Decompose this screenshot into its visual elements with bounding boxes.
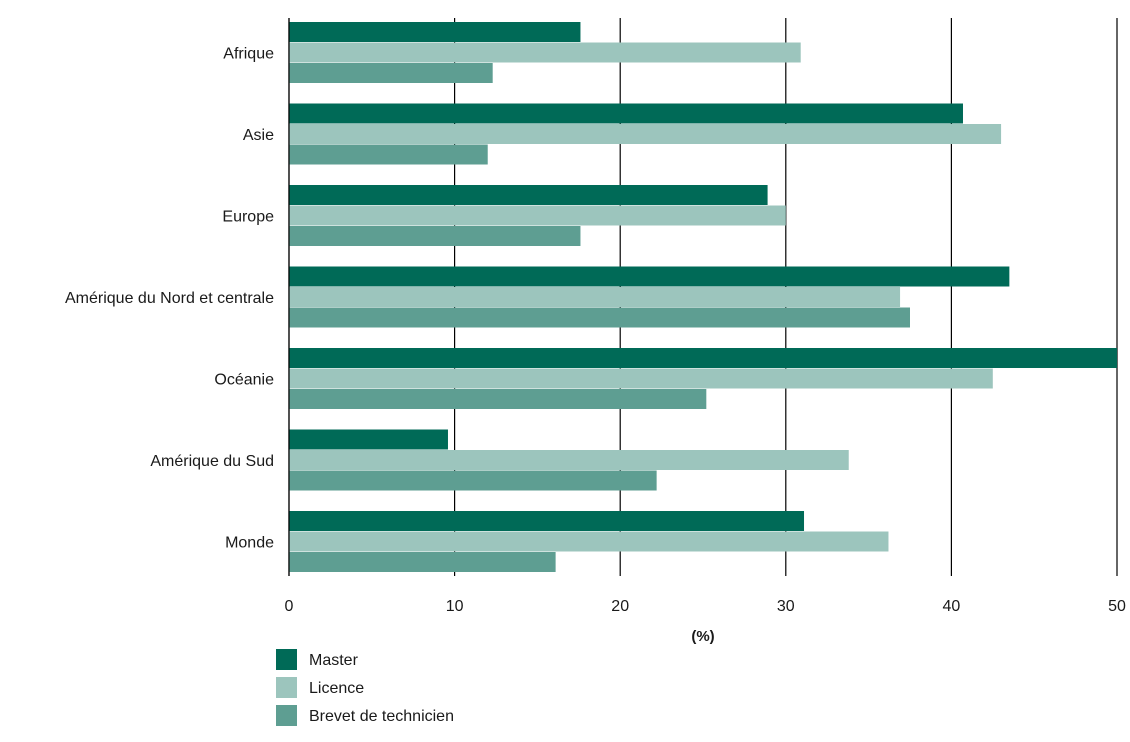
x-tick-label-40: 40 [943, 598, 961, 615]
category-labels: Afrique Asie Europe Amérique du Nord et cen… [65, 45, 274, 551]
x-tick-label-0: 0 [285, 598, 294, 615]
legend: Master Licence Brevet de technicien [276, 649, 454, 726]
bar-master-monde [289, 511, 805, 531]
bars [289, 22, 1117, 572]
category-label-monde: Monde [225, 534, 274, 551]
bar-brevet-de-technicien-amerique-du-nord-et-centrale [289, 307, 910, 328]
category-label-europe: Europe [222, 208, 274, 225]
bar-master-asie [289, 103, 963, 124]
bar-licence-afrique [289, 42, 801, 63]
x-tick-label-50: 50 [1108, 598, 1126, 615]
bar-brevet-de-technicien-oceanie [289, 389, 707, 409]
bar-master-amerique-du-nord-et-centrale [289, 266, 1010, 287]
bar-licence-amerique-du-sud [289, 450, 849, 470]
bar-brevet-de-technicien-amerique-du-sud [289, 470, 657, 491]
legend-swatch-master [276, 649, 297, 670]
category-label-oceanie: Océanie [214, 371, 274, 388]
bar-licence-amerique-du-nord-et-centrale [289, 287, 901, 307]
bar-licence-oceanie [289, 368, 993, 389]
category-label-afrique: Afrique [223, 45, 274, 62]
bar-brevet-de-technicien-monde [289, 552, 556, 572]
category-label-amerique-du-sud: Amérique du Sud [150, 453, 274, 470]
legend-swatch-brevet-de-technicien [276, 705, 297, 726]
bar-master-amerique-du-sud [289, 429, 448, 450]
x-tick-label-10: 10 [446, 598, 464, 615]
x-tick-label-20: 20 [611, 598, 629, 615]
bar-master-afrique [289, 22, 581, 42]
tick-labels: 0 10 20 30 40 50 [285, 598, 1126, 615]
x-axis-title: (%) [691, 628, 714, 645]
bar-master-europe [289, 185, 768, 205]
category-label-amerique-du-nord-et-centrale: Amérique du Nord et centrale [65, 290, 274, 307]
x-tick-label-30: 30 [777, 598, 795, 615]
legend-swatch-licence [276, 677, 297, 698]
bar-master-oceanie [289, 348, 1117, 368]
legend-label-licence: Licence [309, 680, 364, 697]
bar-brevet-de-technicien-afrique [289, 63, 493, 83]
legend-label-master: Master [309, 652, 359, 669]
bar-licence-europe [289, 205, 786, 226]
bar-brevet-de-technicien-europe [289, 226, 581, 246]
bar-licence-monde [289, 531, 889, 552]
legend-label-brevet-de-technicien: Brevet de technicien [309, 708, 454, 725]
bar-brevet-de-technicien-asie [289, 144, 488, 165]
category-label-asie: Asie [243, 127, 274, 144]
bar-licence-asie [289, 124, 1002, 144]
